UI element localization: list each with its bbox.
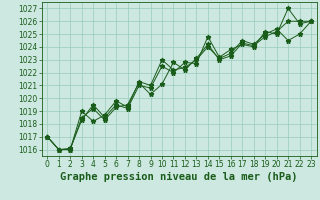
X-axis label: Graphe pression niveau de la mer (hPa): Graphe pression niveau de la mer (hPa) <box>60 172 298 182</box>
